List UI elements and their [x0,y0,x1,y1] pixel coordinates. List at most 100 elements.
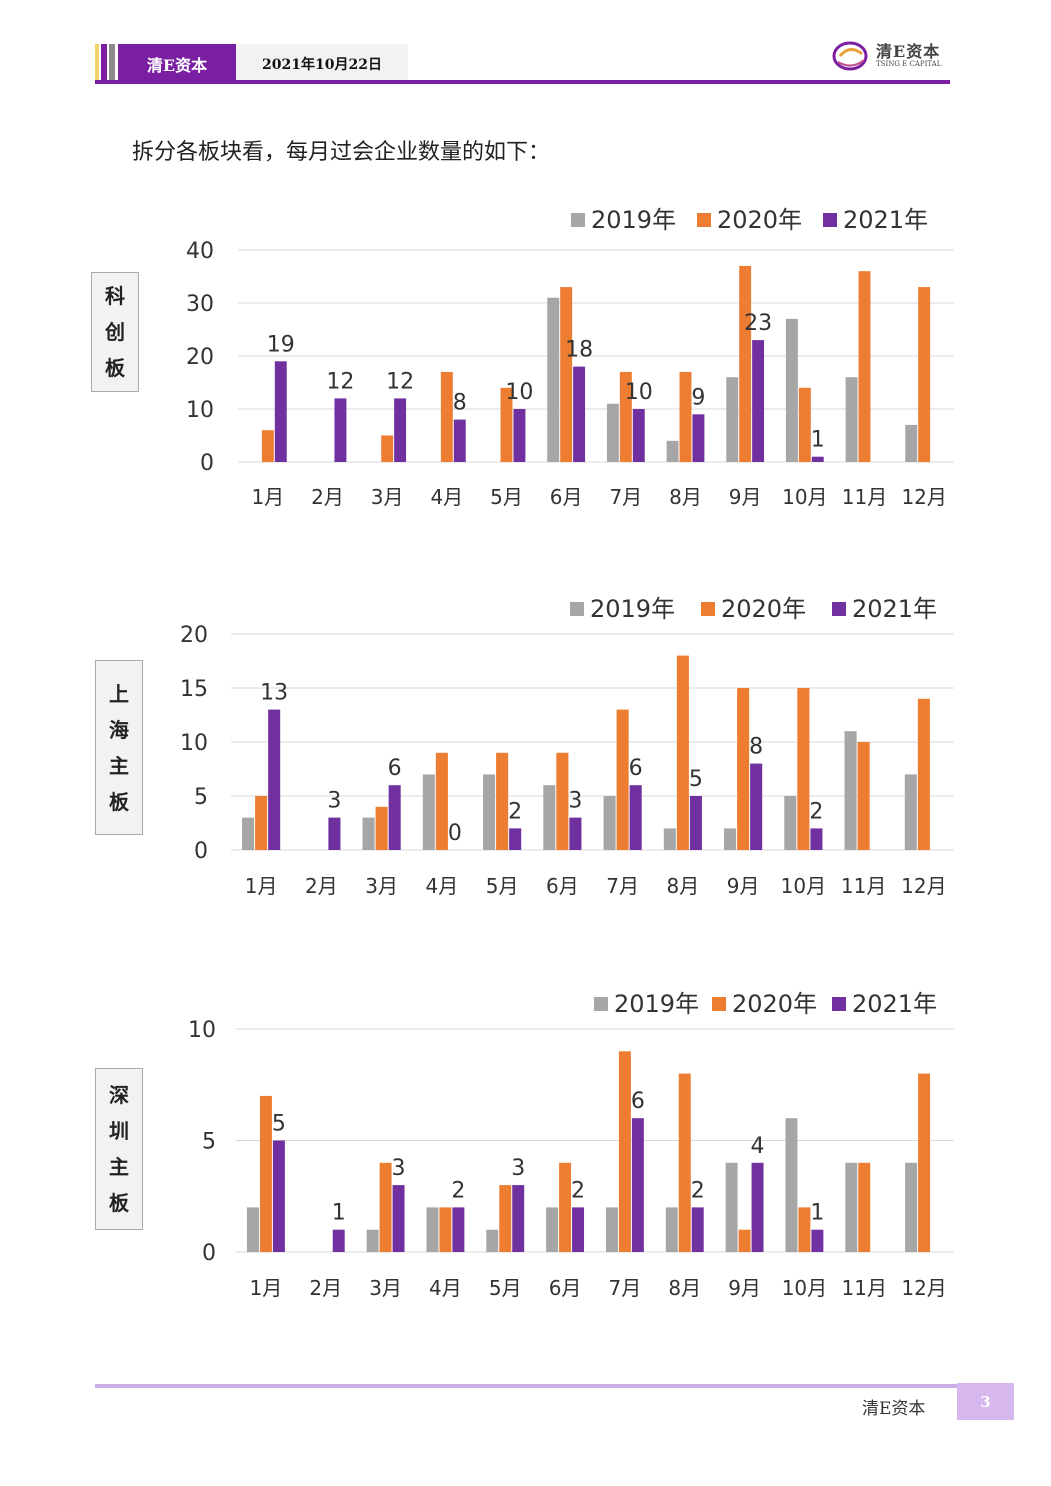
x-tick-label: 7月 [606,874,639,898]
data-label: 6 [629,756,643,781]
x-tick-label: 10月 [782,485,827,509]
bar-2019年-6月 [546,1207,559,1252]
board-label-char: 主 [109,1155,129,1179]
x-tick-label: 11月 [841,874,886,898]
legend-swatch [823,213,837,227]
data-label: 3 [568,789,582,814]
bar-2019年-8月 [663,828,676,850]
x-tick-label: 12月 [901,1276,946,1300]
bar-2020年-6月 [559,1162,572,1252]
data-label: 3 [392,1156,406,1181]
x-tick-label: 1月 [245,874,278,898]
bar-2021年-7月 [631,1118,644,1252]
legend-label: 2021年 [852,595,937,623]
bar-2020年-11月 [858,1162,871,1252]
bar-2020年-1月 [255,796,268,850]
bar-2020年-11月 [857,742,870,850]
y-tick-label: 10 [186,398,214,423]
bar-2019年-12月 [904,774,917,850]
bar-2019年-1月 [246,1207,259,1252]
header-stripe-yellow [95,44,99,84]
logo-swirl-icon [832,41,868,71]
board-label-shenzhen: 深 圳 主 板 [95,1068,143,1230]
data-label: 4 [751,1134,765,1159]
y-tick-label: 30 [186,292,214,317]
x-tick-label: 6月 [549,1276,582,1300]
logo-sub-text: TSING E CAPITAL [876,60,942,68]
bar-2019年-8月 [666,440,679,462]
bar-2019年-11月 [845,1162,858,1252]
bar-2021年-6月 [573,366,586,462]
bar-2019年-8月 [665,1207,678,1252]
page-number: 3 [957,1383,1014,1420]
data-label: 2 [571,1178,585,1203]
bar-2020年-3月 [381,435,394,462]
bar-2019年-12月 [905,424,918,462]
bar-2020年-12月 [917,698,930,850]
header-stripe-purple [101,44,107,84]
x-tick-label: 11月 [842,485,887,509]
data-label: 9 [691,385,705,410]
data-label: 1 [811,428,825,453]
header-divider [95,80,950,84]
y-tick-label: 0 [202,1241,216,1266]
board-label-char: 科 [105,284,125,308]
x-tick-label: 6月 [550,485,583,509]
legend-label: 2020年 [717,206,802,234]
bar-2019年-11月 [845,377,858,462]
bar-2021年-9月 [750,763,763,850]
x-tick-label: 2月 [311,485,344,509]
bar-2021年-6月 [572,1207,585,1252]
bar-2019年-7月 [606,403,619,462]
bar-2020年-9月 [739,265,752,462]
x-tick-label: 3月 [369,1276,402,1300]
bar-2020年-3月 [375,806,388,850]
bar-2020年-8月 [678,1073,691,1252]
bar-2020年-4月 [440,371,453,462]
bar-2021年-8月 [691,1207,704,1252]
bar-2019年-9月 [724,828,737,850]
bar-2019年-6月 [543,785,556,850]
y-tick-label: 10 [180,731,208,756]
bar-2020年-8月 [679,371,692,462]
data-label: 12 [326,369,354,394]
data-label: 2 [809,799,823,824]
data-label: 2 [451,1178,465,1203]
data-label: 6 [631,1089,645,1114]
bar-2021年-8月 [692,414,705,462]
bar-2021年-1月 [268,709,281,850]
bar-2021年-2月 [334,398,347,462]
y-tick-label: 5 [202,1130,216,1155]
data-label: 5 [689,767,703,792]
data-label: 12 [386,369,414,394]
company-logo: 清E资本 TSING E CAPITAL [828,36,952,76]
bar-2020年-7月 [619,371,632,462]
x-tick-label: 9月 [729,485,762,509]
bar-2021年-8月 [689,796,702,850]
bar-2020年-10月 [798,387,811,462]
legend-swatch [697,213,711,227]
x-tick-label: 4月 [429,1276,462,1300]
bar-2020年-3月 [379,1162,392,1252]
data-label: 0 [448,821,462,846]
bar-2020年-9月 [737,688,750,850]
board-label-shanghai: 上 海 主 板 [95,660,143,835]
bar-2021年-2月 [332,1229,345,1252]
bar-2021年-6月 [569,817,582,850]
x-tick-label: 11月 [842,1276,887,1300]
board-label-char: 板 [105,356,125,380]
bar-2019年-4月 [426,1207,439,1252]
bar-2020年-7月 [618,1051,631,1252]
bar-2020年-7月 [616,709,629,850]
bar-2020年-5月 [496,752,509,850]
x-tick-label: 9月 [728,1276,761,1300]
x-tick-label: 1月 [250,1276,283,1300]
bar-2019年-12月 [905,1162,918,1252]
x-tick-label: 7月 [609,485,642,509]
legend-swatch [701,602,715,616]
y-tick-label: 20 [186,345,214,370]
data-label: 6 [388,756,402,781]
data-label: 3 [511,1156,525,1181]
bar-2019年-5月 [486,1229,499,1252]
legend-label: 2020年 [732,990,817,1018]
